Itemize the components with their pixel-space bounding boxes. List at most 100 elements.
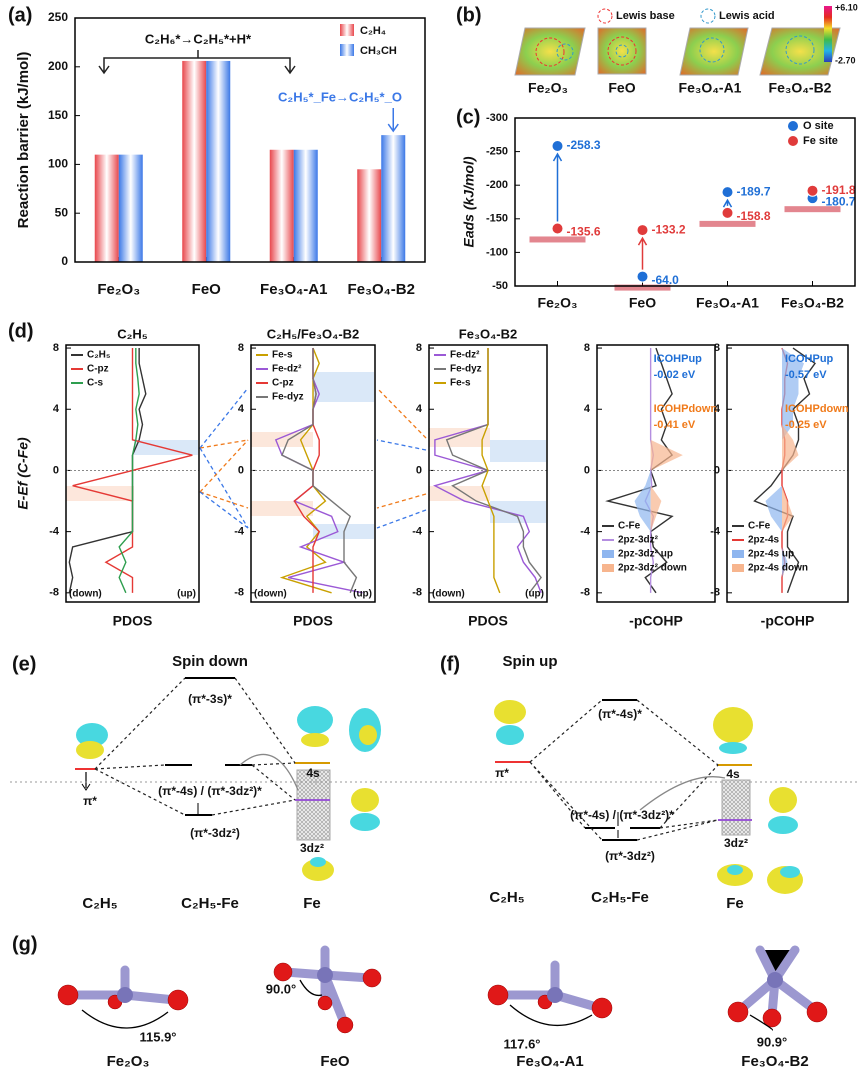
x-tick-label: Fe₂O₃ (97, 281, 140, 298)
x-tick-label: Fe₃O₄-B2 (348, 281, 415, 298)
subplot-title: C₂H₅ (117, 326, 148, 341)
x-axis-label: PDOS (468, 613, 508, 629)
column-label: C₂H₅ (489, 889, 524, 906)
y-tick-label: -8 (412, 587, 422, 599)
structure-name: Fe₃O₄-B2 (741, 1053, 808, 1070)
surface-slab (614, 284, 671, 291)
y-tick-label: 4 (238, 403, 245, 415)
y-tick-label: -100 (486, 246, 508, 258)
value-label: -258.3 (567, 138, 601, 152)
y-axis-label: Eads (kJ/mol) (461, 156, 477, 247)
y-tick-label: -4 (412, 526, 423, 538)
legend-label: C-pz (272, 378, 294, 389)
point (806, 184, 819, 197)
site-arrow (637, 236, 648, 270)
cohp-annotation: ICOHPdown (785, 403, 849, 415)
level-label: (π*-3dz²) (605, 849, 655, 863)
level-label: π* (83, 794, 97, 808)
panel-label: (a) (8, 4, 32, 26)
level-label: (π*-4s)* (598, 707, 642, 721)
y-tick-label: 0 (53, 464, 59, 476)
angle-label: 90.0° (266, 981, 297, 996)
point (721, 206, 734, 219)
level-label: 3dz² (724, 836, 748, 850)
value-label: -135.6 (567, 225, 601, 239)
legend-label: 2pz-4s (748, 535, 780, 546)
orbital-diagram-spin-down (10, 677, 858, 881)
x-tick-label: Fe₃O₄-A1 (260, 281, 327, 298)
x-axis-label: PDOS (293, 613, 333, 629)
structure-name: Fe₂O₃ (107, 1053, 150, 1070)
subplot-title: C₂H₅/Fe₃O₄-B2 (267, 326, 360, 341)
legend-label: Fe-dz² (272, 364, 302, 375)
charge-maps (514, 6, 841, 76)
cohp-annotation: -0.02 eV (654, 369, 696, 381)
column-label: Fe (303, 895, 321, 912)
y-tick-label: -300 (486, 112, 508, 124)
point (636, 224, 649, 237)
point (551, 222, 564, 235)
surface-slab (784, 206, 841, 213)
y-tick-label: 4 (714, 403, 721, 415)
cohp-annotation: ICOHPup (785, 353, 834, 365)
panel-label: (b) (456, 4, 482, 26)
y-tick-label: 0 (584, 464, 590, 476)
y-tick-label: 150 (48, 108, 68, 122)
x-axis-label: PDOS (113, 613, 153, 629)
bar (206, 60, 231, 262)
y-tick-label: -8 (580, 587, 590, 599)
value-label: -191.8 (822, 183, 856, 197)
plot-frame (250, 344, 376, 603)
y-tick-label: -4 (49, 526, 60, 538)
plot-frame (65, 344, 200, 603)
legend-label: 2pz-3dz² up (618, 549, 673, 560)
annotation: C₂H₅*_Fe→C₂H₅*_O (278, 89, 402, 104)
colorbar-label: +6.10 (835, 2, 858, 12)
structure-name: Fe₃O₄-B2 (769, 80, 832, 96)
angle-label: 90.9° (757, 1034, 788, 1049)
subplot-title: Fe₃O₄-B2 (459, 326, 517, 341)
y-tick-label: 250 (48, 10, 68, 24)
spin-label: (down) (69, 589, 102, 600)
legend-marker (788, 136, 798, 146)
line (644, 348, 655, 593)
bar (182, 60, 207, 262)
spin-label: (down) (254, 589, 287, 600)
plot-frame (74, 17, 426, 263)
diagram-title: Spin up (503, 653, 558, 670)
y-tick-label: 100 (48, 157, 68, 171)
area (765, 348, 804, 593)
y-tick-label: -250 (486, 146, 508, 158)
line (281, 348, 358, 594)
band-highlights (66, 372, 546, 539)
x-axis-label: -pCOHP (761, 613, 815, 629)
bracket (98, 50, 296, 75)
bar (293, 149, 318, 262)
line (118, 348, 140, 594)
legend-label: 2pz-3dz² (618, 535, 659, 546)
level-label: (π*-3s)* (188, 692, 232, 706)
surface-slab (699, 220, 756, 227)
legend-label: Fe site (803, 135, 838, 147)
legend-label: Fe-dyz (272, 392, 304, 403)
colorbar-label: -2.70 (835, 55, 856, 65)
y-tick-label: -200 (486, 179, 508, 191)
structure-name: Fe₃O₄-A1 (679, 80, 742, 96)
diagram-title: Spin down (172, 653, 248, 670)
surface-slab (529, 236, 586, 243)
x-tick-label: Fe₂O₃ (538, 295, 578, 311)
y-tick-label: 0 (416, 464, 422, 476)
panel-label: (g) (12, 933, 38, 955)
legend-label: Fe-s (272, 350, 293, 361)
y-tick-label: -4 (580, 526, 591, 538)
y-tick-label: 8 (584, 342, 590, 354)
y-tick-label: 0 (714, 464, 720, 476)
level-label: π* (495, 766, 509, 780)
legend-swatch (340, 24, 354, 36)
y-tick-label: 8 (238, 342, 244, 354)
value-label: -189.7 (737, 184, 771, 198)
transition-arrows (199, 387, 427, 529)
spin-label: (up) (177, 589, 196, 600)
legend-label: C-s (87, 378, 104, 389)
